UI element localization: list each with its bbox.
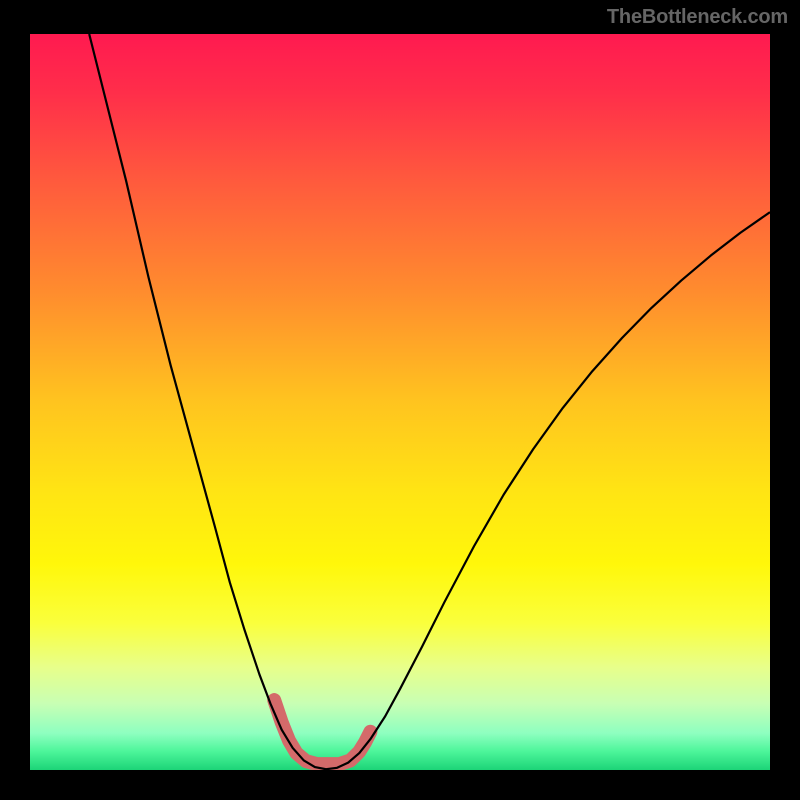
curve-layer xyxy=(30,34,770,770)
chart-container: TheBottleneck.com xyxy=(0,0,800,800)
plot-area xyxy=(30,34,770,770)
watermark-text: TheBottleneck.com xyxy=(607,6,788,29)
main-curve xyxy=(89,34,770,769)
